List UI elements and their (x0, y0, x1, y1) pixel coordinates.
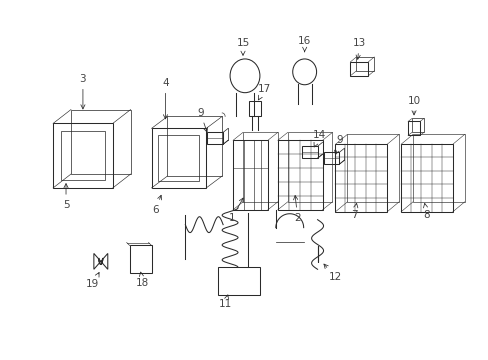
Text: 8: 8 (423, 203, 429, 220)
Text: 6: 6 (152, 195, 161, 215)
Text: 11: 11 (218, 295, 231, 309)
Text: 16: 16 (297, 36, 311, 52)
Text: 14: 14 (312, 130, 325, 147)
Text: 9: 9 (197, 108, 207, 132)
Text: 7: 7 (350, 203, 357, 220)
Text: 4: 4 (162, 78, 168, 119)
Text: 5: 5 (62, 184, 69, 210)
Text: 19: 19 (86, 273, 99, 289)
Bar (218, 267, 260, 295)
Text: 10: 10 (407, 96, 420, 115)
Text: 9: 9 (334, 135, 342, 155)
Text: 18: 18 (136, 272, 149, 288)
Text: 15: 15 (236, 38, 249, 55)
Text: 3: 3 (80, 74, 86, 109)
Text: 2: 2 (293, 195, 301, 223)
Text: 17: 17 (258, 84, 271, 100)
Text: 13: 13 (352, 38, 365, 59)
Text: 1: 1 (228, 198, 243, 223)
Text: 12: 12 (323, 264, 342, 282)
